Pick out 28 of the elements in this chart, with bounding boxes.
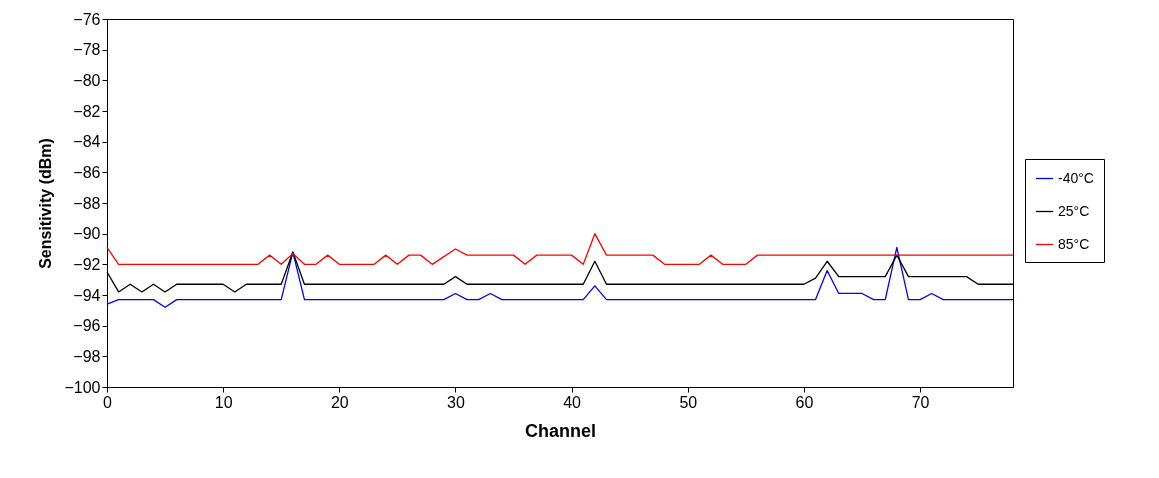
x-tick-label: 10: [214, 393, 233, 411]
y-tick-label: −76: [73, 10, 101, 28]
legend-label: 25°C: [1058, 202, 1090, 219]
legend-label: -40°C: [1058, 169, 1094, 186]
y-tick-label: −92: [73, 255, 101, 273]
x-axis-title: Channel: [524, 420, 597, 441]
x-tick-label: 50: [679, 393, 698, 411]
x-tick-label: 40: [563, 393, 582, 411]
y-tick-label: −88: [73, 194, 101, 212]
legend-label: 85°C: [1058, 235, 1090, 252]
x-tick-label: 0: [103, 393, 113, 411]
y-tick-label: −86: [73, 163, 101, 181]
y-tick-label: −82: [73, 102, 101, 120]
x-tick-label: 30: [447, 393, 465, 411]
y-tick-label: −96: [73, 317, 101, 335]
y-axis-title: Sensitivity (dBm): [37, 138, 55, 269]
x-tick-label: 70: [911, 393, 930, 411]
y-tick-label: −80: [73, 71, 101, 89]
y-tick-label: −84: [73, 133, 101, 151]
x-tick-label: 20: [330, 393, 349, 411]
y-tick-label: −90: [73, 225, 101, 243]
line-series: [106, 233, 1014, 265]
y-tick-label: −98: [73, 347, 101, 365]
y-tick-label: −94: [73, 286, 101, 304]
y-tick-label: −78: [73, 41, 101, 59]
x-tick-label: 60: [795, 393, 814, 411]
line-series: [106, 246, 1014, 308]
y-tick-label: −100: [64, 378, 101, 396]
